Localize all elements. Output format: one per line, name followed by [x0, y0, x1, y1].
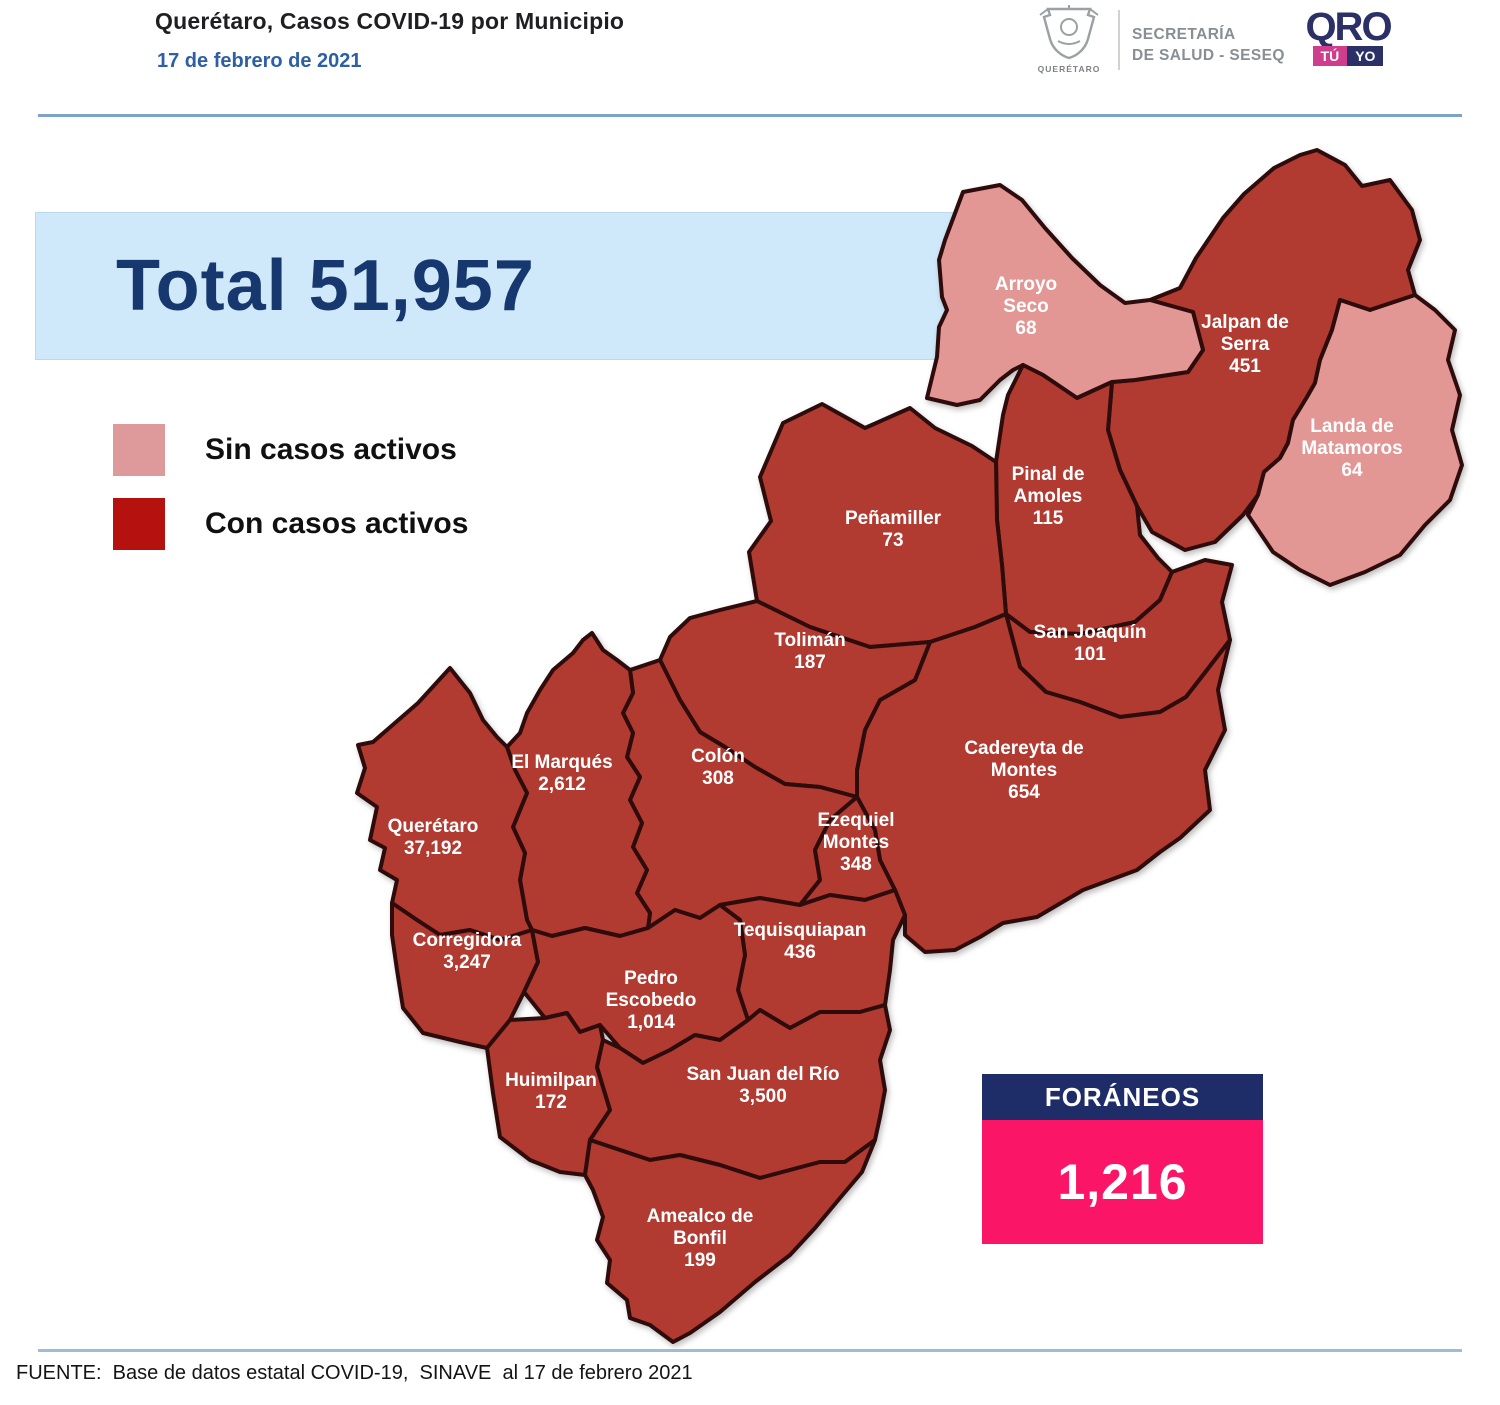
source-note: FUENTE: Base de datos estatal COVID-19, … [16, 1362, 693, 1384]
municipality-label-jalpan: Jalpan de Serra 451 [1201, 312, 1289, 377]
coat-of-arms-icon [1039, 5, 1099, 60]
municipality-label-corregidora: Corregidora 3,247 [413, 930, 522, 973]
secretaria-line2: DE SALUD - SESEQ [1132, 47, 1285, 64]
legend-item-0: Sin casos activos [113, 424, 468, 476]
municipality-queretaro [355, 666, 534, 942]
municipality-label-colon: Colón 308 [691, 746, 745, 789]
municipality-label-huimilpan: Huimilpan 172 [505, 1070, 597, 1113]
municipality-label-amealco: Amealco de Bonfil 199 [647, 1206, 754, 1271]
foraneos-title: FORÁNEOS [982, 1074, 1263, 1120]
qro-tuyo-logo: QRO TÚ YO [1293, 5, 1403, 66]
secretaria-salud-text: SECRETARÍA DE SALUD - SESEQ [1132, 24, 1285, 66]
legend-item-1: Con casos activos [113, 498, 468, 550]
foraneos-box: FORÁNEOS 1,216 [982, 1074, 1263, 1244]
foraneos-value: 1,216 [982, 1120, 1263, 1244]
coat-of-arms-label: QUERÉTARO [1037, 64, 1101, 74]
municipality-label-pinal: Pinal de Amoles 115 [1012, 464, 1085, 529]
legend-label-1: Con casos activos [205, 507, 469, 540]
total-cases-text: Total 51,957 [116, 246, 535, 326]
legend-label-0: Sin casos activos [205, 433, 457, 466]
footer-rule [38, 1349, 1462, 1352]
qro-logo-text: QRO [1305, 5, 1392, 49]
report-date: 17 de febrero de 2021 [157, 50, 362, 72]
municipality-label-arroyo_seco: Arroyo Seco 68 [995, 274, 1057, 339]
qro-tu-badge: TÚ [1312, 46, 1348, 66]
total-banner: Total 51,957 [35, 212, 955, 360]
municipality-amealco [583, 1138, 877, 1344]
municipality-label-penamiller: Peñamiller 73 [845, 508, 942, 551]
municipality-label-landa: Landa de Matamoros 64 [1301, 416, 1402, 481]
legend-swatch-0 [113, 424, 165, 476]
legend-swatch-1 [113, 498, 165, 550]
municipality-label-san_juan_del_rio: San Juan del Río 3,500 [686, 1064, 839, 1107]
header-divider [1118, 10, 1120, 70]
queretaro-coat-of-arms: QUERÉTARO [1028, 5, 1110, 83]
legend: Sin casos activos Con casos activos [113, 424, 468, 572]
municipality-label-queretaro: Querétaro 37,192 [388, 816, 479, 859]
municipality-label-san_joaquin: San Joaquín 101 [1034, 622, 1147, 665]
qro-tuyo-boxes: TÚ YO [1293, 46, 1403, 66]
municipality-label-tequisquiapan: Tequisquiapan 436 [734, 920, 867, 963]
secretaria-line1: SECRETARÍA [1132, 26, 1236, 43]
municipality-label-toliman: Tolimán 187 [774, 630, 845, 673]
municipality-label-cadereyta: Cadereyta de Montes 654 [964, 738, 1083, 803]
page-title: Querétaro, Casos COVID-19 por Municipio [155, 8, 625, 34]
header-rule [38, 114, 1462, 117]
municipality-label-ezequiel_montes: Ezequiel Montes 348 [817, 810, 894, 875]
municipality-landa [1246, 293, 1464, 587]
qro-yo-badge: YO [1347, 46, 1384, 66]
municipality-label-el_marques: El Marqués 2,612 [511, 752, 612, 795]
municipality-label-pedro_escobedo: Pedro Escobedo 1,014 [606, 968, 697, 1033]
